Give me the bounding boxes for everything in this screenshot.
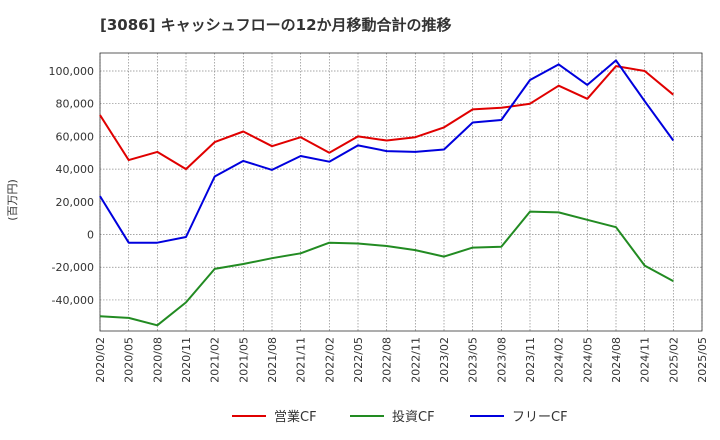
y-tick-label: 20,000 [56,196,95,209]
legend-item-2: 投資CF [350,409,435,425]
x-tick-label: 2021/11 [295,337,308,383]
y-tick-label: 0 [87,229,94,242]
series-lines [99,59,675,327]
y-tick-label: -20,000 [52,261,94,274]
y-tick-label: 40,000 [56,163,95,176]
x-tick-label: 2020/02 [94,337,107,383]
x-tick-label: 2020/08 [151,337,164,383]
x-tick-label: 2020/11 [180,337,193,383]
legend: 営業CF 投資CF フリーCF [232,409,568,425]
y-tick-label: 100,000 [49,65,95,78]
legend-label: 営業CF [274,409,317,425]
y-tick-label: -40,000 [52,294,94,307]
legend-item-1: 営業CF [232,409,317,425]
x-tick-label: 2021/08 [266,337,279,383]
x-tick-label: 2021/05 [237,337,250,383]
x-tick-label: 2024/08 [610,337,623,383]
x-tick-label: 2025/02 [667,337,680,383]
series-line-1 [99,65,674,171]
chart-title: [3086] キャッシュフローの12か月移動合計の推移 [100,16,452,34]
x-tick-label: 2022/11 [409,337,422,383]
x-tick-label: 2023/05 [467,337,480,383]
legend-label: 投資CF [392,409,435,425]
x-tick-label: 2023/02 [438,337,451,383]
grid [99,53,703,331]
y-tick-label: 60,000 [56,130,95,143]
series-line-3 [99,59,675,244]
x-tick-label: 2023/08 [495,337,508,383]
plot-frame [99,52,703,332]
x-axis-ticks: 2020/02 2020/05 2020/08 2020/11 2021/02 2021/… [94,337,709,383]
y-tick-label: 80,000 [56,98,95,111]
x-tick-label: 2021/02 [209,337,222,383]
x-tick-label: 2022/08 [381,337,394,383]
x-tick-label: 2022/05 [352,337,365,383]
x-tick-label: 2024/02 [553,337,566,383]
x-tick-label: 2020/05 [123,337,136,383]
x-tick-label: 2024/05 [581,337,594,383]
legend-item-3: フリーCF [470,410,568,425]
x-tick-label: 2025/05 [696,337,709,383]
y-axis-ticks: -40,000 -20,000 0 20,000 40,000 60,000 80,000 1… [49,65,95,307]
series-line-2 [99,210,674,327]
x-tick-label: 2024/11 [639,337,652,383]
x-tick-label: 2023/11 [524,337,537,383]
y-axis-label: (百万円) [6,179,19,221]
legend-label: フリーCF [512,410,568,425]
axes [99,52,703,332]
x-tick-label: 2022/02 [323,337,336,383]
